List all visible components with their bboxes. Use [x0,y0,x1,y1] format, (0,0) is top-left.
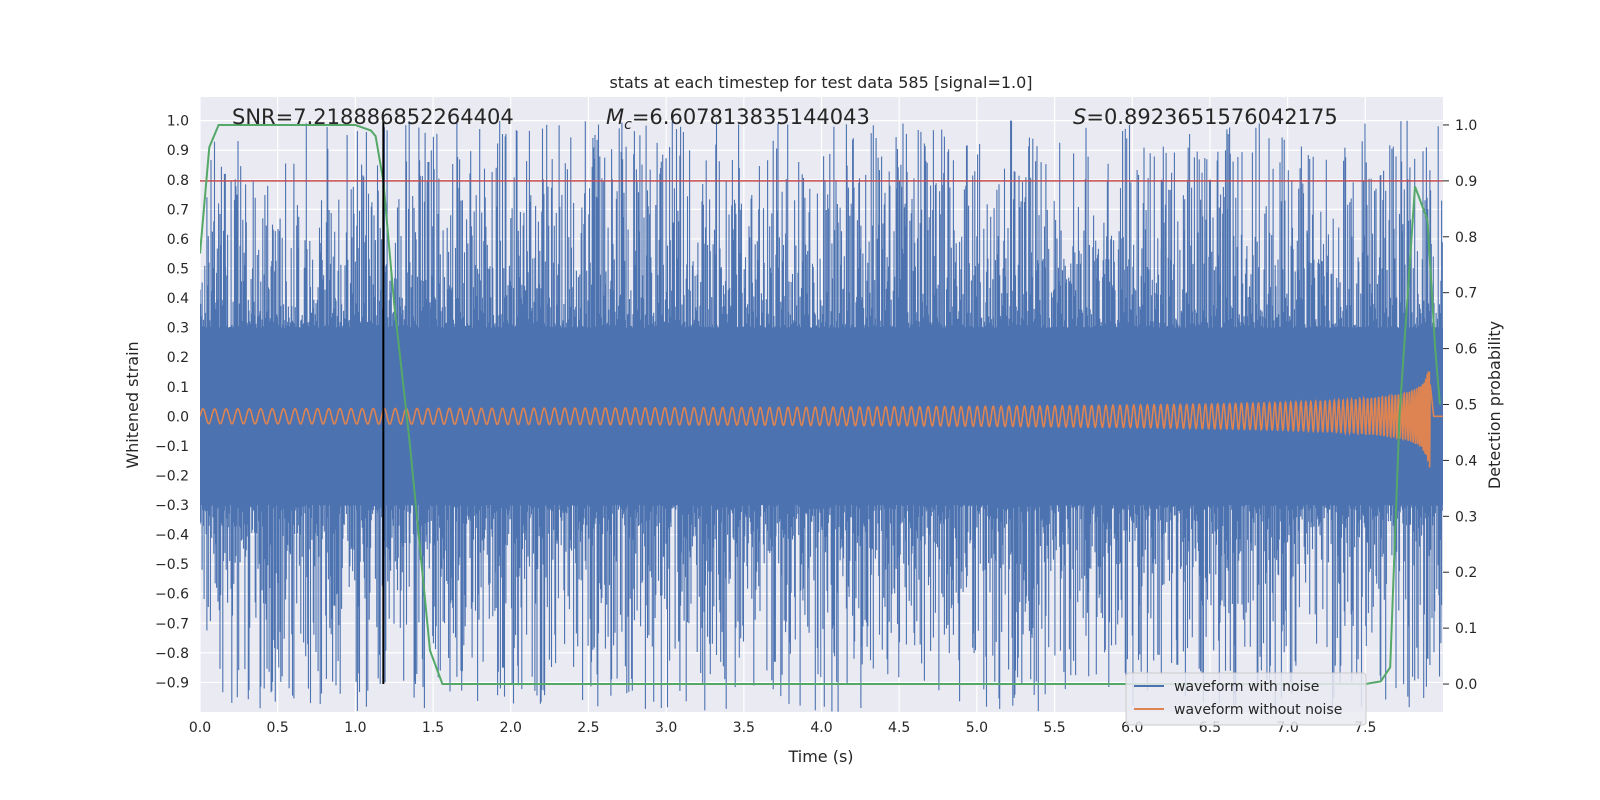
legend-label-signal: waveform without noise [1174,702,1342,718]
y-tick-label-left: 0.6 [167,232,189,248]
s-symbol: S [1073,105,1086,129]
y-axis-left-ticks: 1.0 0.9 0.8 0.7 0.6 0.5 0.4 0.3 0.2 0.1 0.0 −0.1 −0.… [155,114,189,692]
x-tick-label: 2.5 [577,720,599,736]
y-axis-right-label: Detection probability [1485,321,1504,489]
x-tick-label: 2.0 [500,720,522,736]
y-tick-label-left: −0.4 [155,528,189,544]
x-tick-label: 1.5 [422,720,444,736]
x-tick-label: 0.5 [267,720,289,736]
y-tick-label-left: −0.9 [155,675,189,691]
y-tick-label-right: 0.6 [1455,342,1477,358]
y-tick-label-right: 0.0 [1455,677,1477,693]
y-axis-left-label: Whitened strain [123,341,142,468]
overlay-lines [200,120,1443,685]
x-tick-label: 5.0 [966,720,988,736]
y-tick-label-left: −0.5 [155,557,189,573]
y-axis-right-ticks: 1.0 0.9 0.8 0.7 0.6 0.5 0.4 0.3 0.2 0.1 0.0 [1443,118,1477,693]
y-tick-label-right: 0.4 [1455,453,1477,469]
y-tick-label-left: 0.4 [167,291,189,307]
mc-value: =6.607813835144043 [632,105,870,129]
y-tick-label-left: −0.2 [155,468,189,484]
y-tick-label-left: 0.9 [167,143,189,159]
y-tick-label-left: 0.5 [167,261,189,277]
snr-annotation: SNR=7.218886852264404 [232,105,514,129]
legend-label-noise: waveform with noise [1174,679,1319,695]
y-tick-label-left: −0.3 [155,498,189,514]
mc-symbol: M [606,105,624,129]
y-tick-label-left: 0.2 [167,350,189,366]
x-axis-label: Time (s) [787,747,853,766]
y-tick-label-left: −0.6 [155,587,189,603]
y-tick-label-left: −0.8 [155,646,189,662]
legend: waveform with noise waveform without noi… [1125,672,1367,726]
detection-probability-line [200,124,1441,685]
s-value: =0.8923651576042175 [1086,105,1337,129]
y-tick-label-left: −0.1 [155,439,189,455]
x-tick-label: 5.5 [1043,720,1065,736]
y-tick-label-left: 0.7 [167,202,189,218]
y-tick-label-right: 0.5 [1455,398,1477,414]
y-tick-label-right: 0.8 [1455,230,1477,246]
x-tick-label: 3.0 [655,720,677,736]
mc-annotation: Mc=6.607813835144043 [606,105,870,133]
y-tick-label-right: 0.3 [1455,509,1477,525]
y-tick-label-right: 1.0 [1455,118,1477,134]
x-tick-label: 0.0 [189,720,211,736]
mc-subscript: c [624,117,632,133]
x-tick-label: 1.0 [344,720,366,736]
legend-box [1125,672,1367,726]
y-tick-label-left: 0.8 [167,173,189,189]
s-annotation: S=0.8923651576042175 [1073,105,1338,129]
y-tick-label-right: 0.7 [1455,286,1477,302]
y-tick-label-left: −0.7 [155,616,189,632]
y-tick-label-right: 0.1 [1455,621,1477,637]
y-tick-label-left: 1.0 [167,114,189,130]
y-tick-label-left: 0.1 [167,380,189,396]
y-tick-label-right: 0.9 [1455,174,1477,190]
y-tick-label-left: 0.0 [167,409,189,425]
y-tick-label-right: 0.2 [1455,565,1477,581]
x-tick-label: 4.5 [888,720,910,736]
chart-title: stats at each timestep for test data 585… [609,73,1032,92]
y-tick-label-left: 0.3 [167,321,189,337]
x-tick-label: 4.0 [810,720,832,736]
x-tick-label: 3.5 [733,720,755,736]
